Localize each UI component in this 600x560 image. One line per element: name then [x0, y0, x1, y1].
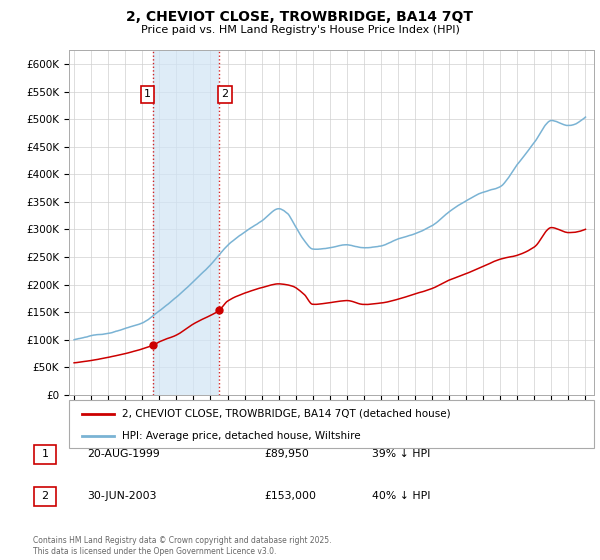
Text: £153,000: £153,000 — [264, 491, 316, 501]
Text: 1: 1 — [144, 90, 151, 100]
Text: Price paid vs. HM Land Registry's House Price Index (HPI): Price paid vs. HM Land Registry's House … — [140, 25, 460, 35]
Text: 2, CHEVIOT CLOSE, TROWBRIDGE, BA14 7QT (detached house): 2, CHEVIOT CLOSE, TROWBRIDGE, BA14 7QT (… — [121, 409, 450, 419]
Text: 39% ↓ HPI: 39% ↓ HPI — [372, 449, 430, 459]
Text: £89,950: £89,950 — [264, 449, 309, 459]
Text: 1: 1 — [41, 449, 49, 459]
Text: 2, CHEVIOT CLOSE, TROWBRIDGE, BA14 7QT: 2, CHEVIOT CLOSE, TROWBRIDGE, BA14 7QT — [127, 10, 473, 24]
Text: 2: 2 — [221, 90, 229, 100]
Bar — [153, 50, 219, 395]
Text: 30-JUN-2003: 30-JUN-2003 — [87, 491, 157, 501]
Text: Contains HM Land Registry data © Crown copyright and database right 2025.
This d: Contains HM Land Registry data © Crown c… — [33, 536, 331, 556]
Text: 2: 2 — [41, 491, 49, 501]
Text: 40% ↓ HPI: 40% ↓ HPI — [372, 491, 431, 501]
Text: HPI: Average price, detached house, Wiltshire: HPI: Average price, detached house, Wilt… — [121, 431, 360, 441]
Text: 20-AUG-1999: 20-AUG-1999 — [87, 449, 160, 459]
FancyBboxPatch shape — [34, 487, 56, 506]
FancyBboxPatch shape — [69, 400, 594, 448]
FancyBboxPatch shape — [34, 445, 56, 464]
